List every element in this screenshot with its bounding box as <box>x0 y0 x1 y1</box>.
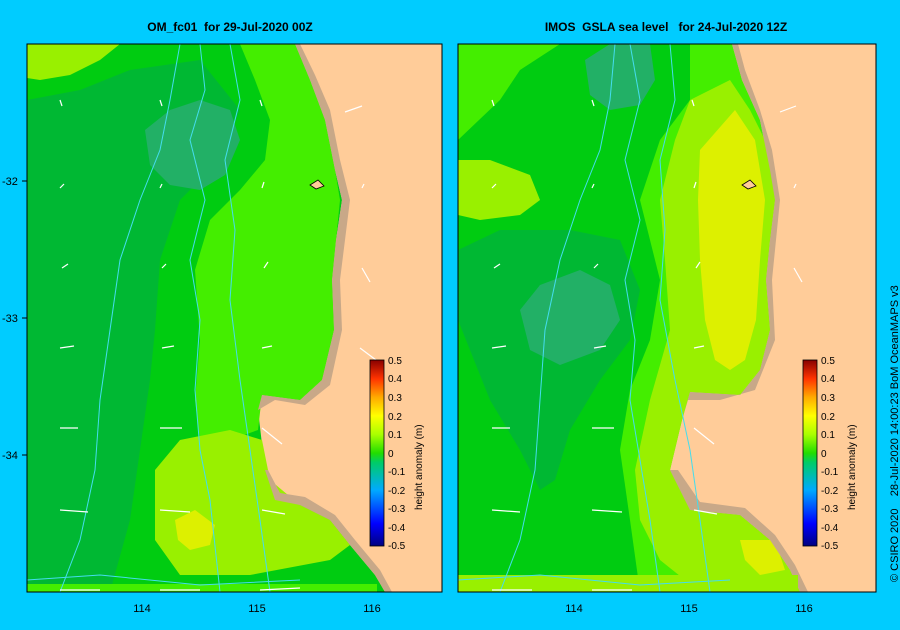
cbar-tick: 0.4 <box>388 374 402 385</box>
cbar-tick: -0.1 <box>388 467 406 478</box>
cbar-tick: -0.1 <box>821 467 839 478</box>
right-current-vectors <box>491 99 803 591</box>
left-eddy <box>145 100 240 190</box>
left-colorbar-label: height anomaly (m) <box>414 424 425 510</box>
cbar-tick: -0.5 <box>821 541 839 552</box>
cbar-tick: 0.3 <box>821 393 835 404</box>
cbar-tick: -0.3 <box>821 504 839 515</box>
cbar-tick: 0.2 <box>821 412 835 423</box>
right-eddy <box>520 270 620 365</box>
x-tick: 114 <box>565 603 583 615</box>
y-tick: -33 <box>2 313 18 325</box>
right-colorbar: 0.5 0.4 0.3 0.2 0.1 0 -0.1 -0.2 -0.3 -0.… <box>802 356 858 552</box>
cbar-tick: 0.5 <box>821 356 835 367</box>
left-y-axis: -32 -33 -34 <box>2 176 27 462</box>
right-west-high <box>458 160 540 220</box>
cbar-tick: 0.5 <box>388 356 402 367</box>
y-tick: -34 <box>2 450 18 462</box>
cbar-tick: 0.1 <box>388 430 402 441</box>
left-deep-region <box>27 60 240 592</box>
left-nw-high <box>27 44 120 80</box>
y-tick: -32 <box>2 176 18 188</box>
right-north-eddy <box>585 44 655 110</box>
cbar-tick: -0.4 <box>821 523 839 534</box>
right-x-axis: 114 115 116 <box>565 603 813 615</box>
left-contours <box>27 44 301 592</box>
right-panel-title: IMOS GSLA sea level for 24-Jul-2020 12Z <box>544 20 788 34</box>
cbar-tick: 0 <box>388 449 394 460</box>
left-panel-title: OM_fc01 for 29-Jul-2020 00Z <box>147 20 313 34</box>
left-yellow-blob <box>175 510 215 550</box>
right-yellow-strip <box>698 110 765 370</box>
cbar-tick: -0.2 <box>388 486 406 497</box>
cbar-tick: 0.4 <box>821 374 835 385</box>
left-colorbar-ticks: 0.5 0.4 0.3 0.2 0.1 0 -0.1 -0.2 -0.3 -0.… <box>388 356 406 552</box>
right-contours <box>458 44 731 592</box>
cbar-tick: -0.2 <box>821 486 839 497</box>
x-tick: 114 <box>133 603 151 615</box>
left-shelf-band <box>195 44 340 440</box>
x-tick: 115 <box>680 603 698 615</box>
right-colorbar-ticks: 0.5 0.4 0.3 0.2 0.1 0 -0.1 -0.2 -0.3 -0.… <box>821 356 839 552</box>
x-tick: 116 <box>363 603 381 615</box>
right-colorbar-label: height anomaly (m) <box>847 424 858 510</box>
credit-line: © CSIRO 2020 28-Jul-2020 14:00:23 BoM Oc… <box>889 285 900 582</box>
cbar-tick: -0.3 <box>388 504 406 515</box>
cbar-tick: 0 <box>821 449 827 460</box>
cbar-tick: 0.1 <box>821 430 835 441</box>
cbar-tick: 0.2 <box>388 412 402 423</box>
x-tick: 116 <box>795 603 813 615</box>
left-colorbar: 0.5 0.4 0.3 0.2 0.1 0 -0.1 -0.2 -0.3 -0.… <box>369 356 425 552</box>
x-tick: 115 <box>248 603 266 615</box>
cbar-tick: -0.5 <box>388 541 406 552</box>
left-x-axis: 114 115 116 <box>133 603 381 615</box>
cbar-tick: 0.3 <box>388 393 402 404</box>
cbar-tick: -0.4 <box>388 523 406 534</box>
left-current-vectors <box>59 99 377 591</box>
